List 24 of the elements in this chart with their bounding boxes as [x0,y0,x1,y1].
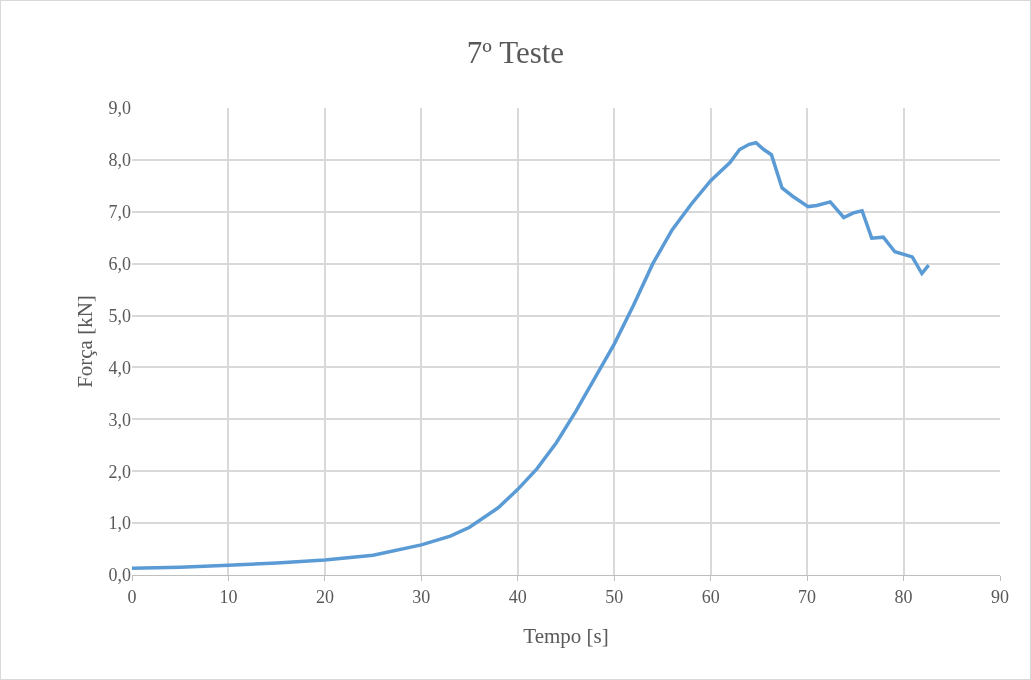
chart-title: 7º Teste [466,35,565,71]
x-tick-label: 30 [412,586,431,607]
x-tick-label: 70 [798,586,817,607]
y-tick-label: 0,0 [108,565,131,586]
x-tick-label: 60 [701,586,720,607]
y-tick-label: 2,0 [108,461,131,482]
y-tick-label: 1,0 [108,513,131,534]
x-tick-label: 20 [315,586,334,607]
y-tick-label: 6,0 [108,253,131,274]
x-tick-label: 0 [127,586,137,607]
x-tick-label: 90 [991,586,1009,607]
x-axis-title: Tempo [s] [523,623,609,648]
y-tick-label: 5,0 [108,305,131,326]
y-axis-title: Força [kN] [72,295,97,388]
line-series [132,141,931,570]
x-tick-label: 50 [605,586,624,607]
x-tick-label: 10 [219,586,238,607]
x-tick-label: 80 [894,586,913,607]
y-tick-label: 9,0 [108,98,131,119]
y-tick-label: 3,0 [108,409,131,430]
y-tick-label: 7,0 [108,202,131,223]
y-tick-label: 4,0 [108,357,131,378]
y-tick-label: 8,0 [108,150,131,171]
x-tick-label: 40 [508,586,527,607]
